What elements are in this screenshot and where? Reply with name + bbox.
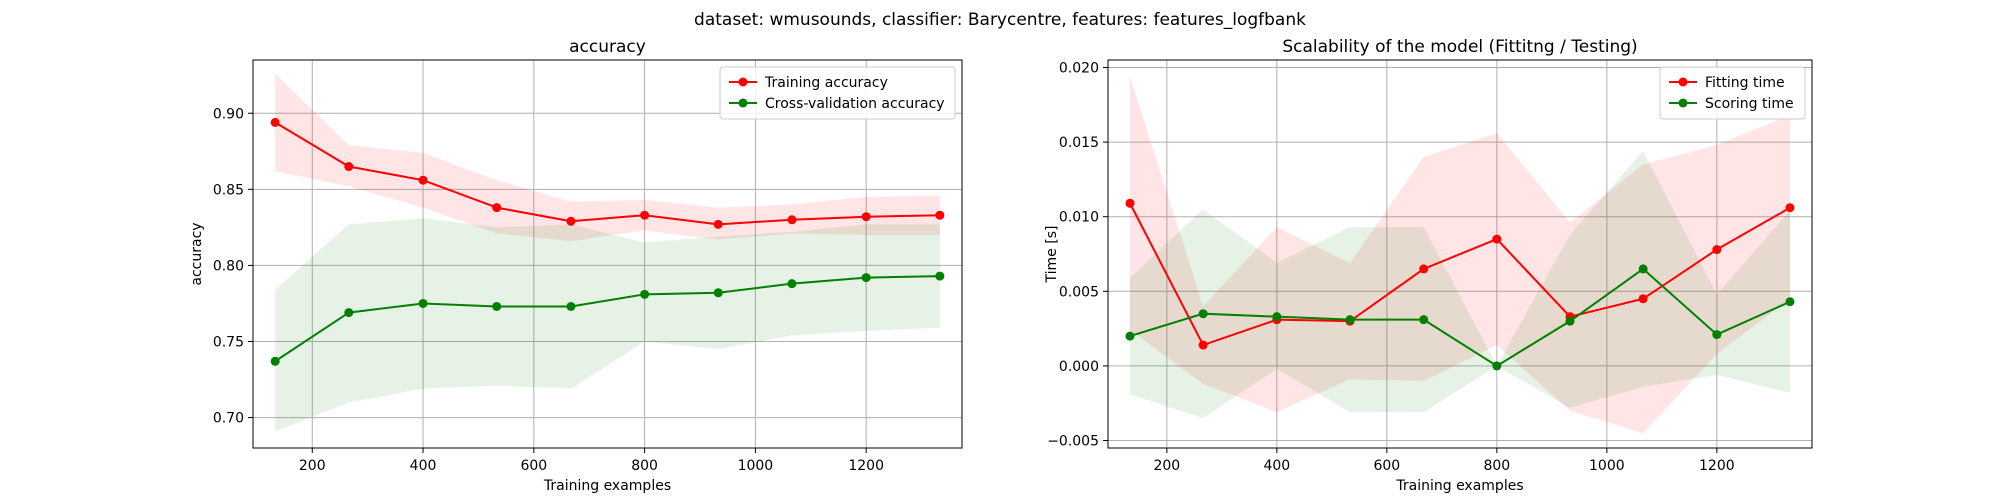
scalability-point-1-6 <box>1565 316 1575 326</box>
accuracy-point-0-0 <box>270 117 280 127</box>
accuracy-band-1 <box>275 218 940 432</box>
scalability-xtick-label: 600 <box>1373 458 1400 474</box>
accuracy-point-1-7 <box>787 279 797 289</box>
accuracy-band-0 <box>275 73 940 242</box>
scalability-point-1-7 <box>1638 264 1648 274</box>
accuracy-point-1-8 <box>861 273 871 283</box>
scalability-grid <box>1108 60 1812 448</box>
accuracy-legend-marker-0 <box>738 77 748 87</box>
accuracy-point-0-8 <box>861 212 871 222</box>
scalability-point-1-0 <box>1125 331 1135 341</box>
scalability-legend-marker-1 <box>1678 98 1688 108</box>
accuracy-point-0-2 <box>418 175 428 185</box>
accuracy-ytick-label: 0.80 <box>213 258 244 274</box>
scalability-point-0-8 <box>1712 245 1722 255</box>
accuracy-legend: Training accuracy Cross-validation accura… <box>719 66 956 120</box>
scalability-point-0-0 <box>1125 198 1135 208</box>
scalability-ytick-label: 0.010 <box>1059 210 1099 226</box>
scalability-series-line-0 <box>1129 202 1791 347</box>
accuracy-xtick-label: 1000 <box>738 458 774 474</box>
accuracy-point-0-7 <box>787 215 797 225</box>
accuracy-legend-label-0: Training accuracy <box>764 75 888 91</box>
scalability-legend-label-1: Scoring time <box>1705 96 1794 112</box>
accuracy-ytick-label: 0.90 <box>213 106 244 122</box>
scalability-panel-ylabel: Time [s] <box>1044 226 1060 284</box>
accuracy-point-0-9 <box>935 210 945 220</box>
accuracy-ytick-label: 0.85 <box>213 182 244 198</box>
accuracy-point-0-6 <box>713 219 723 229</box>
scalability-point-0-9 <box>1785 203 1795 213</box>
scalability-xtick-label: 800 <box>1483 458 1510 474</box>
accuracy-xtick-label: 800 <box>631 458 658 474</box>
accuracy-point-1-4 <box>566 301 576 311</box>
scalability-ytick-label: 0.000 <box>1059 359 1099 375</box>
accuracy-point-1-0 <box>270 356 280 366</box>
scalability-xtick-label: 400 <box>1263 458 1290 474</box>
accuracy-point-1-2 <box>418 298 428 308</box>
accuracy-point-0-4 <box>566 216 576 226</box>
accuracy-axes-frame <box>252 59 963 449</box>
scalability-point-1-2 <box>1272 312 1282 322</box>
scalability-legend-marker-0 <box>1678 77 1688 87</box>
figure-suptitle: dataset: wmusounds, classifier: Barycent… <box>694 10 1306 30</box>
scalability-ytick-label: 0.005 <box>1059 284 1099 300</box>
scalability-point-0-4 <box>1419 264 1429 274</box>
scalability-axes-frame <box>1107 59 1813 449</box>
scalability-point-1-8 <box>1712 330 1722 340</box>
scalability-series-line-1 <box>1129 267 1791 368</box>
scalability-point-0-5 <box>1492 234 1502 244</box>
scalability-panel-xlabel: Training examples <box>1395 478 1523 494</box>
scalability-xtick-label: 200 <box>1153 458 1180 474</box>
accuracy-point-1-6 <box>713 288 723 298</box>
scalability-legend: Fitting time Scoring time <box>1659 66 1806 120</box>
accuracy-series-line-1 <box>274 275 940 363</box>
scalability-point-1-1 <box>1198 309 1208 319</box>
accuracy-xtick-label: 200 <box>299 458 326 474</box>
accuracy-point-1-5 <box>640 289 650 299</box>
accuracy-legend-label-1: Cross-validation accuracy <box>765 96 945 112</box>
accuracy-point-1-9 <box>935 271 945 281</box>
scalability-legend-label-0: Fitting time <box>1705 75 1785 91</box>
accuracy-panel-title: accuracy <box>569 37 646 57</box>
accuracy-point-1-1 <box>344 308 354 318</box>
accuracy-xtick-label: 1200 <box>848 458 884 474</box>
scalability-ytick-label: 0.020 <box>1059 60 1099 76</box>
accuracy-panel-xlabel: Training examples <box>543 478 671 494</box>
scalability-ytick-label: 0.015 <box>1059 135 1099 151</box>
accuracy-point-0-3 <box>492 203 502 213</box>
scalability-xtick-label: 1000 <box>1589 458 1625 474</box>
accuracy-ytick-label: 0.75 <box>213 334 244 350</box>
accuracy-grid <box>253 60 962 448</box>
accuracy-panel-ylabel: accuracy <box>189 222 205 285</box>
scalability-ytick-label: −0.005 <box>1047 434 1099 450</box>
accuracy-xtick-label: 400 <box>410 458 437 474</box>
accuracy-panel: accuracy Training examples accuracy 200 4… <box>189 37 963 494</box>
accuracy-point-1-3 <box>492 301 502 311</box>
accuracy-point-0-5 <box>640 210 650 220</box>
scalability-panel: Scalability of the model (Fittitng / Tes… <box>1044 37 1813 494</box>
accuracy-legend-box <box>719 66 956 120</box>
accuracy-ytick-label: 0.70 <box>213 411 244 427</box>
scalability-point-1-5 <box>1492 361 1502 371</box>
scalability-legend-box <box>1659 66 1806 120</box>
accuracy-legend-marker-1 <box>738 98 748 108</box>
scalability-point-1-4 <box>1419 315 1429 325</box>
scalability-point-1-9 <box>1785 297 1795 307</box>
scalability-point-0-7 <box>1638 294 1648 304</box>
scalability-band-1 <box>1130 151 1790 419</box>
scalability-panel-title: Scalability of the model (Fittitng / Tes… <box>1282 37 1637 57</box>
accuracy-point-0-1 <box>344 162 354 172</box>
scalability-point-1-3 <box>1345 315 1355 325</box>
accuracy-series-line-0 <box>274 121 940 226</box>
scalability-xtick-label: 1200 <box>1699 458 1735 474</box>
accuracy-xtick-label: 600 <box>520 458 547 474</box>
scalability-point-0-1 <box>1198 340 1208 350</box>
